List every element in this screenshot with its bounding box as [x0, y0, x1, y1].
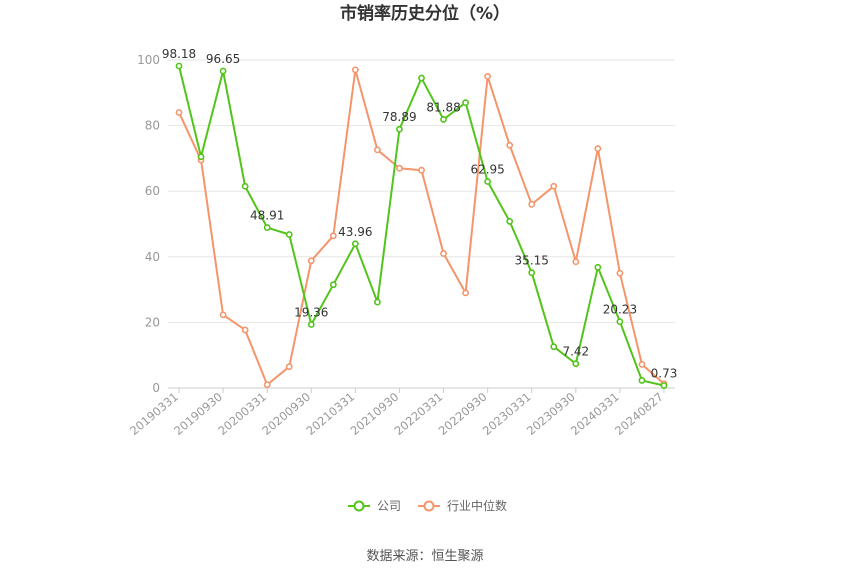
data-point — [263, 381, 271, 389]
data-point — [616, 318, 624, 326]
y-tick-label: 40 — [145, 250, 160, 264]
data-point — [484, 178, 492, 185]
data-label: 35.15 — [515, 254, 549, 268]
legend-item[interactable]: 公司 — [348, 499, 401, 513]
data-labels: 98.18 96.65 48.91 19.36 43.96 78.89 81.88 62.95… — [162, 47, 678, 381]
legend-label: 行业中位数 — [447, 498, 507, 513]
data-point — [638, 360, 646, 368]
data-point — [175, 109, 183, 116]
data-point — [506, 217, 514, 225]
chart-title: 市销率历史分位（%） — [340, 3, 510, 24]
data-label: 20.23 — [603, 303, 637, 317]
data-point — [440, 250, 447, 257]
data-label: 7.42 — [562, 345, 589, 359]
data-point — [528, 200, 536, 208]
data-point — [351, 240, 359, 248]
data-point — [307, 321, 315, 328]
data-point — [594, 145, 602, 152]
legend-label: 公司 — [377, 499, 401, 513]
data-point — [418, 74, 425, 82]
data-point — [660, 382, 668, 390]
data-point — [263, 224, 271, 231]
source-text: 数据来源：恒生聚源 — [366, 549, 483, 564]
legend-marker — [353, 500, 365, 512]
grid-lines — [168, 59, 675, 323]
legend[interactable]: 公司 行业中位数 — [348, 498, 507, 513]
data-point — [351, 66, 359, 74]
data-point — [329, 232, 337, 240]
data-point — [374, 146, 381, 154]
data-point — [616, 269, 624, 277]
data-point — [285, 231, 293, 238]
data-label: 98.18 — [162, 47, 196, 61]
data-point — [307, 257, 315, 265]
data-point — [528, 269, 536, 277]
data-label: 19.36 — [294, 305, 328, 319]
data-point — [219, 311, 227, 319]
data-point — [594, 263, 602, 271]
data-point — [638, 377, 646, 384]
data-point — [462, 99, 469, 107]
data-label: 81.88 — [426, 100, 460, 114]
legend-marker — [423, 500, 435, 512]
data-point — [374, 298, 381, 306]
data-point — [484, 73, 492, 80]
data-point — [418, 166, 425, 174]
y-tick-label: 80 — [145, 119, 160, 133]
data-point — [462, 289, 469, 297]
data-point — [396, 164, 403, 172]
data-point — [241, 326, 249, 334]
data-label: 62.95 — [470, 163, 504, 177]
data-point — [572, 258, 580, 266]
data-label: 96.65 — [206, 52, 240, 66]
series-line — [178, 68, 665, 386]
y-tick-label: 60 — [145, 184, 160, 198]
data-label: 0.73 — [651, 367, 678, 381]
legend-item[interactable]: 行业中位数 — [418, 498, 507, 513]
data-point — [506, 141, 514, 149]
data-point — [550, 182, 558, 190]
data-point — [440, 116, 447, 123]
data-point — [285, 363, 293, 371]
series-line — [178, 65, 665, 387]
data-label: 43.96 — [338, 225, 372, 239]
data-point — [219, 67, 227, 75]
data-point — [329, 281, 337, 289]
data-point — [197, 153, 205, 161]
data-point — [396, 125, 403, 133]
data-point — [175, 62, 183, 70]
y-tick-label: 20 — [145, 315, 160, 329]
data-point — [550, 343, 558, 351]
data-point — [572, 360, 580, 368]
data-label: 78.89 — [382, 110, 416, 124]
y-tick-label: 100 — [137, 53, 160, 67]
data-label: 48.91 — [250, 209, 284, 223]
series-lines — [175, 62, 668, 390]
x-tick-label: 20240827 — [612, 390, 666, 438]
data-point — [241, 182, 249, 190]
y-tick-label: 0 — [152, 381, 160, 395]
